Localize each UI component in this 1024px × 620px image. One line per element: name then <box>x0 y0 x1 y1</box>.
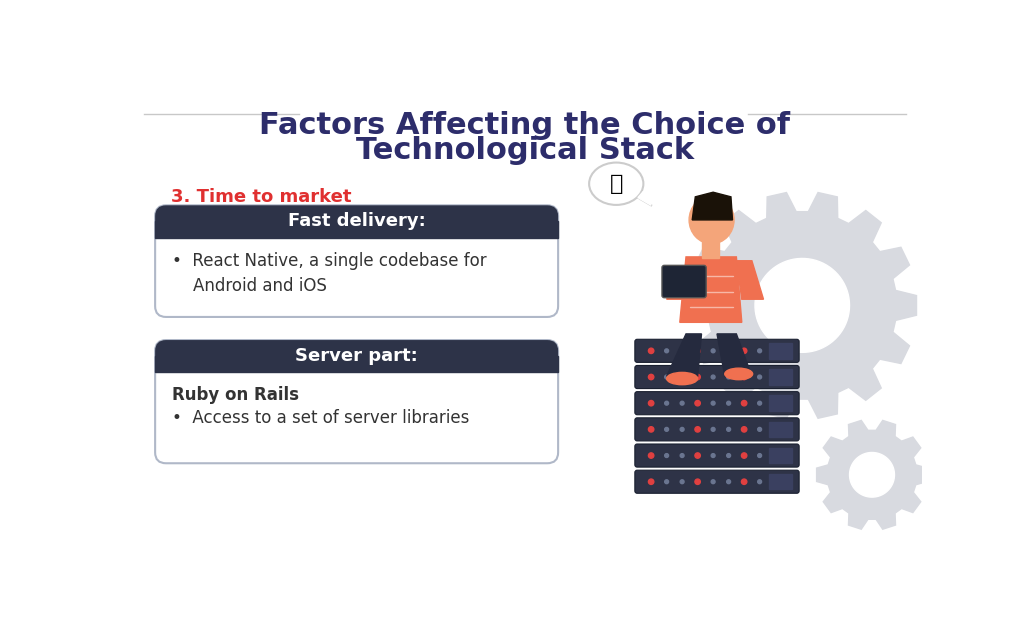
Circle shape <box>648 427 654 432</box>
Circle shape <box>741 348 746 353</box>
Circle shape <box>665 401 669 405</box>
Ellipse shape <box>667 373 697 384</box>
FancyBboxPatch shape <box>635 392 799 415</box>
Polygon shape <box>736 261 764 299</box>
Circle shape <box>680 349 684 353</box>
Circle shape <box>648 374 654 379</box>
Ellipse shape <box>589 162 643 205</box>
Circle shape <box>758 375 762 379</box>
Circle shape <box>648 348 654 353</box>
Text: Fast delivery:: Fast delivery: <box>288 213 426 231</box>
Circle shape <box>758 349 762 353</box>
Text: •  Access to a set of server libraries: • Access to a set of server libraries <box>172 409 470 427</box>
Circle shape <box>665 427 669 432</box>
FancyBboxPatch shape <box>635 418 799 441</box>
Circle shape <box>665 375 669 379</box>
Polygon shape <box>667 265 706 299</box>
Circle shape <box>665 480 669 484</box>
Circle shape <box>727 401 730 405</box>
Text: 3. Time to market: 3. Time to market <box>171 188 351 206</box>
Polygon shape <box>717 334 752 376</box>
Circle shape <box>741 374 746 379</box>
Circle shape <box>758 454 762 458</box>
Circle shape <box>695 348 700 353</box>
Circle shape <box>712 349 715 353</box>
FancyBboxPatch shape <box>155 340 558 373</box>
Circle shape <box>741 479 746 484</box>
Circle shape <box>665 349 669 353</box>
Circle shape <box>727 375 730 379</box>
Ellipse shape <box>689 196 734 244</box>
FancyBboxPatch shape <box>635 365 799 389</box>
FancyBboxPatch shape <box>155 205 558 237</box>
Circle shape <box>727 454 730 458</box>
Bar <box>769 370 793 384</box>
Bar <box>769 422 793 437</box>
Circle shape <box>712 480 715 484</box>
Circle shape <box>758 427 762 432</box>
Ellipse shape <box>725 368 753 379</box>
Polygon shape <box>667 334 701 376</box>
Text: 👍: 👍 <box>609 174 623 193</box>
Text: Server part:: Server part: <box>295 347 418 365</box>
Circle shape <box>680 480 684 484</box>
Circle shape <box>741 427 746 432</box>
Text: Technological Stack: Technological Stack <box>355 136 694 165</box>
FancyBboxPatch shape <box>635 339 799 362</box>
FancyBboxPatch shape <box>662 265 707 298</box>
Polygon shape <box>755 259 850 352</box>
Circle shape <box>695 427 700 432</box>
Circle shape <box>741 401 746 406</box>
Bar <box>769 448 793 463</box>
FancyBboxPatch shape <box>635 444 799 467</box>
FancyBboxPatch shape <box>155 205 558 317</box>
Circle shape <box>695 401 700 406</box>
Circle shape <box>727 349 730 353</box>
Circle shape <box>665 454 669 458</box>
Circle shape <box>727 427 730 432</box>
Polygon shape <box>688 193 916 418</box>
Polygon shape <box>680 257 741 322</box>
Circle shape <box>680 401 684 405</box>
Bar <box>769 474 793 489</box>
Circle shape <box>680 454 684 458</box>
Circle shape <box>758 401 762 405</box>
Circle shape <box>712 454 715 458</box>
Bar <box>769 343 793 358</box>
Circle shape <box>695 479 700 484</box>
Polygon shape <box>638 192 651 205</box>
FancyBboxPatch shape <box>155 340 558 463</box>
Circle shape <box>712 427 715 432</box>
Circle shape <box>680 427 684 432</box>
Text: •  React Native, a single codebase for
    Android and iOS: • React Native, a single codebase for An… <box>172 252 486 295</box>
Bar <box>155 221 558 237</box>
Bar <box>769 396 793 411</box>
Bar <box>155 356 558 373</box>
Circle shape <box>695 453 700 458</box>
FancyBboxPatch shape <box>635 470 799 494</box>
Circle shape <box>727 480 730 484</box>
Circle shape <box>695 374 700 379</box>
Circle shape <box>712 375 715 379</box>
Polygon shape <box>692 192 732 220</box>
Circle shape <box>741 453 746 458</box>
Polygon shape <box>850 453 895 497</box>
Text: Ruby on Rails: Ruby on Rails <box>172 386 299 404</box>
Circle shape <box>648 453 654 458</box>
Polygon shape <box>816 420 928 529</box>
Circle shape <box>648 401 654 406</box>
Circle shape <box>712 401 715 405</box>
Bar <box>701 240 719 259</box>
Circle shape <box>648 479 654 484</box>
Circle shape <box>680 375 684 379</box>
Circle shape <box>758 480 762 484</box>
Text: Factors Affecting the Choice of: Factors Affecting the Choice of <box>259 112 791 140</box>
